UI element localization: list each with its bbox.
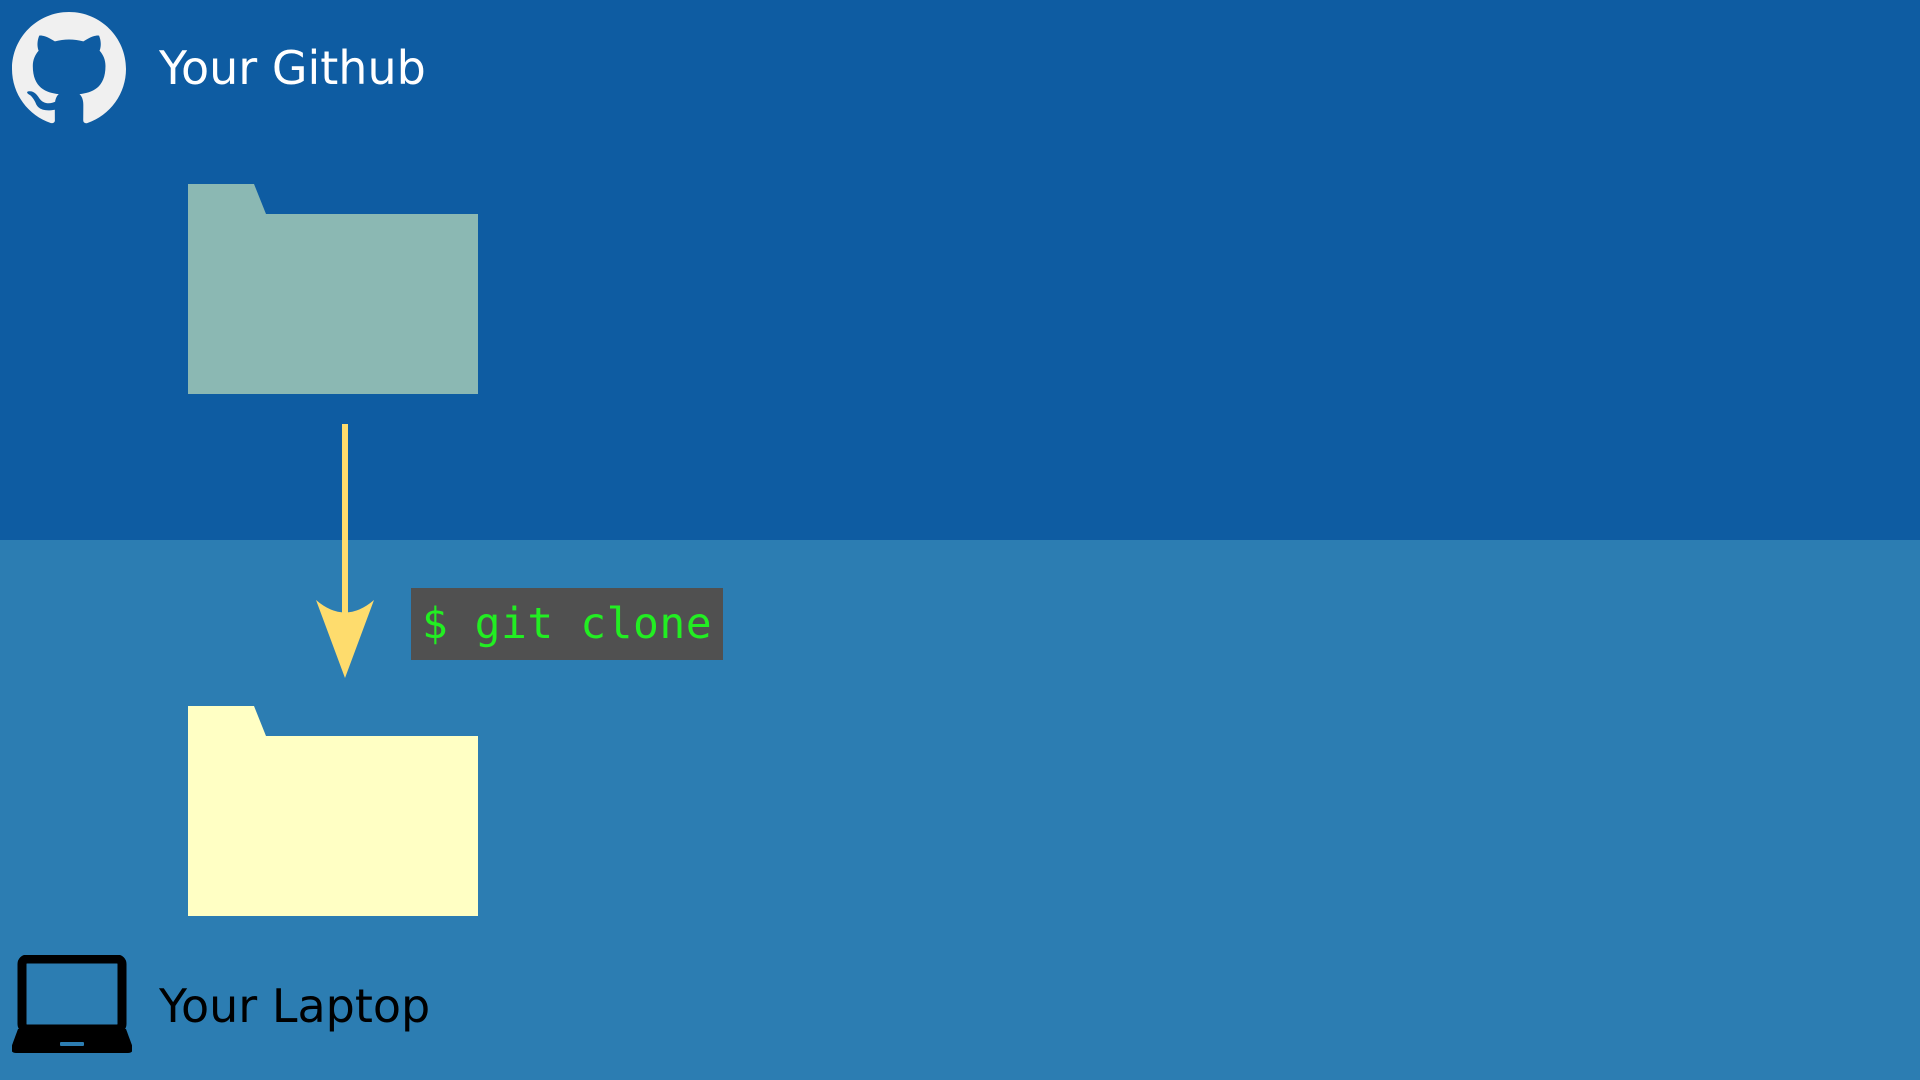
git-clone-command-box: $ git clone <box>411 588 723 660</box>
remote-repo-folder-icon <box>188 184 478 394</box>
local-repo-folder-icon <box>188 706 478 916</box>
clone-arrow <box>316 424 374 678</box>
laptop-label: Your Laptop <box>159 979 431 1033</box>
git-clone-command: $ git clone <box>421 599 713 649</box>
github-logo-icon <box>12 12 126 124</box>
laptop-icon <box>12 955 132 1053</box>
github-label: Your Github <box>159 41 426 95</box>
